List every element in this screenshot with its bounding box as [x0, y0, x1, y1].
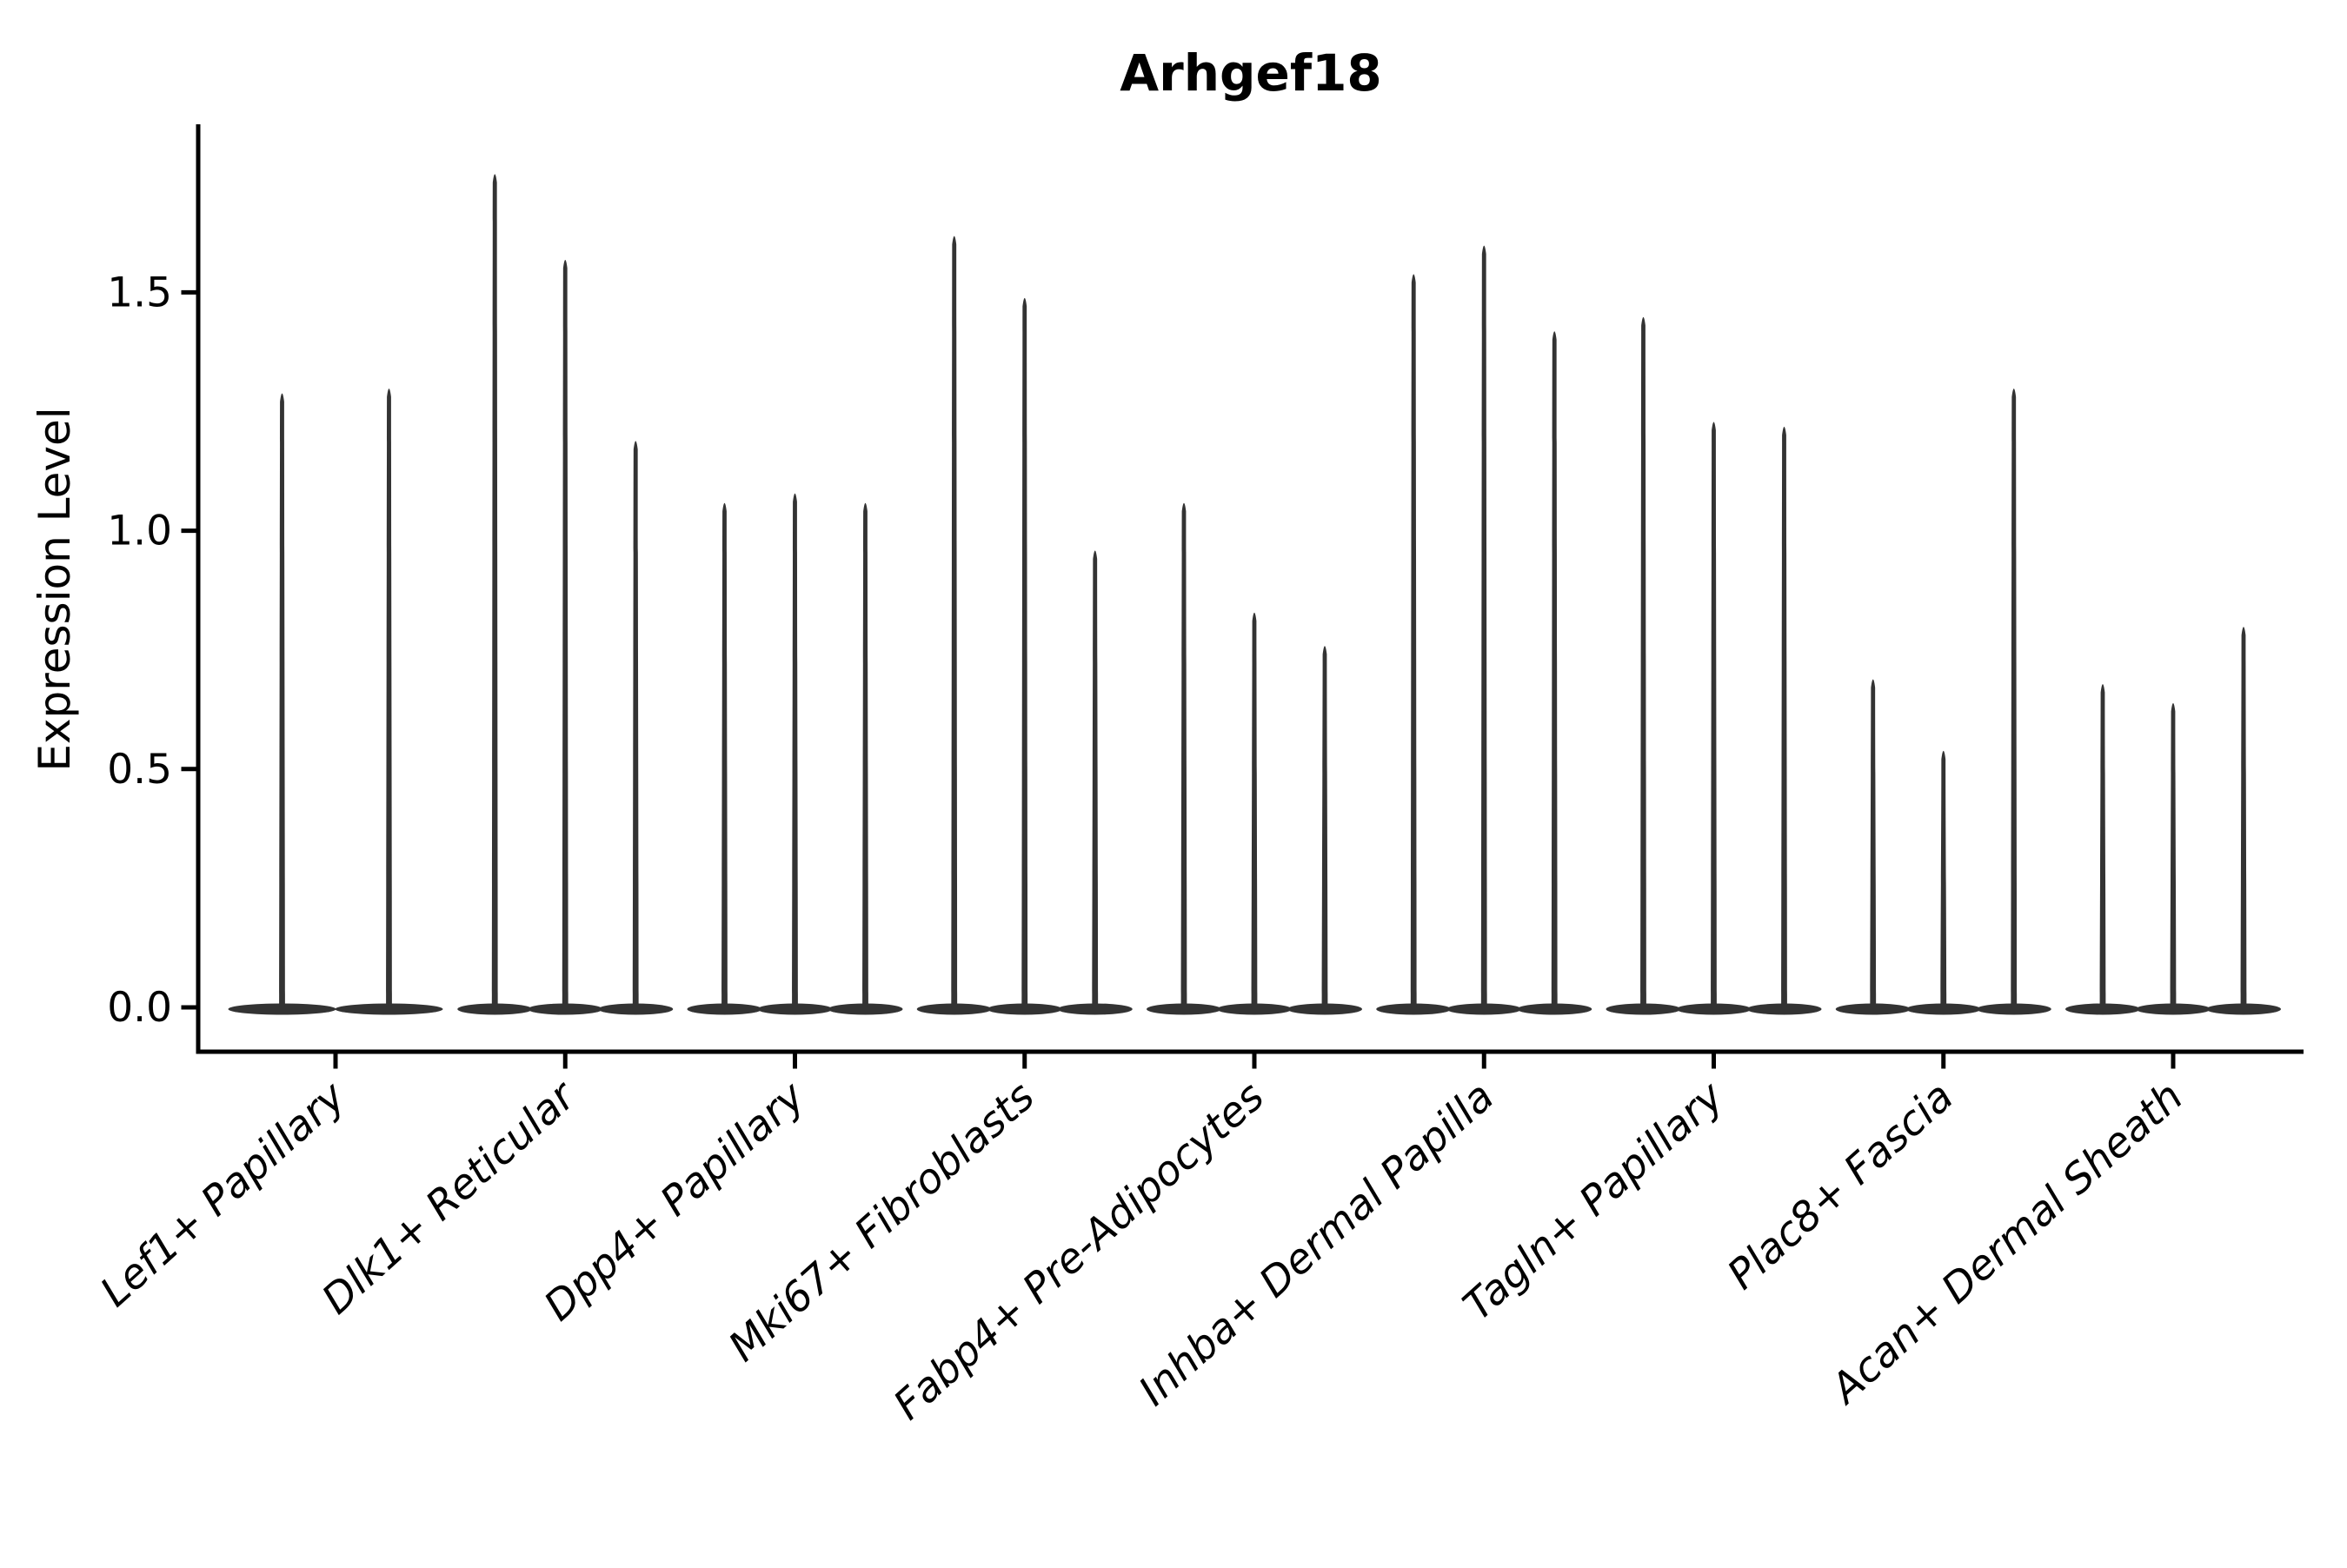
violin-needle — [562, 260, 568, 1007]
violin-base — [1057, 1003, 1133, 1015]
violin-base — [1446, 1003, 1522, 1015]
violin-base — [1376, 1003, 1452, 1015]
violin-needle — [386, 389, 392, 1007]
violin-needle — [491, 174, 498, 1007]
violin-needle — [1781, 426, 1787, 1007]
violin-base — [916, 1003, 992, 1015]
violins-layer — [228, 174, 2281, 1015]
y-axis-ticks: 0.0 0.5 1.0 1.5 — [107, 269, 196, 1032]
violin-needle — [1180, 502, 1187, 1007]
violin-group — [457, 174, 674, 1015]
violin-needle — [951, 236, 958, 1007]
violin-base — [1976, 1003, 2051, 1015]
violin-base — [457, 1003, 533, 1015]
violin-base — [2206, 1003, 2281, 1015]
violin-base — [2065, 1003, 2140, 1015]
x-tick-label: Plac8+ Fascia — [1719, 1073, 1963, 1299]
violin-group — [687, 493, 903, 1015]
violin-base — [1287, 1003, 1362, 1015]
violin-base — [2136, 1003, 2211, 1015]
violin-group — [1147, 502, 1362, 1015]
violin-base — [828, 1003, 903, 1015]
y-tick-label: 0.5 — [107, 746, 172, 794]
violin-needle — [862, 502, 868, 1007]
violin-base — [987, 1003, 1062, 1015]
chart-title: Arhgef18 — [1120, 43, 1382, 103]
violin-base — [528, 1003, 603, 1015]
x-tick-label: Lef1+ Papillary — [91, 1072, 356, 1316]
violin-needle — [2099, 684, 2106, 1007]
x-tick-label: Fabp4+ Pre-Adipocytes — [885, 1073, 1273, 1429]
violin-base — [1217, 1003, 1292, 1015]
violin-base — [1606, 1003, 1681, 1015]
violin-group — [1835, 389, 2051, 1015]
y-tick-label: 1.0 — [107, 508, 172, 555]
y-tick-label: 0.0 — [107, 984, 172, 1032]
violin-needle — [1940, 750, 1947, 1007]
y-axis-label: Expression Level — [30, 407, 80, 771]
violin-base — [335, 1003, 443, 1015]
axes — [196, 124, 2304, 1054]
violin-needle — [792, 493, 798, 1007]
violin-needle — [632, 441, 639, 1007]
violin-base — [1147, 1003, 1221, 1015]
violin-base — [1517, 1003, 1592, 1015]
violin-base — [1676, 1003, 1752, 1015]
violin-base — [1746, 1003, 1822, 1015]
violin-needle — [1480, 245, 1487, 1007]
violin-needle — [2011, 389, 2018, 1007]
violin-group — [2065, 627, 2281, 1015]
violin-needle — [1551, 331, 1558, 1007]
violin-base — [228, 1003, 336, 1015]
violin-needle — [1711, 422, 1717, 1007]
violin-needle — [1321, 646, 1328, 1007]
violin-base — [1835, 1003, 1911, 1015]
violin-needle — [1021, 297, 1028, 1007]
violin-base — [687, 1003, 762, 1015]
violin-needle — [721, 502, 728, 1007]
violin-base — [757, 1003, 833, 1015]
violin-group — [916, 236, 1133, 1015]
violin-needle — [1092, 550, 1099, 1007]
violin-needle — [2170, 703, 2177, 1007]
violin-needle — [1251, 612, 1258, 1007]
violin-needle — [1410, 274, 1417, 1007]
y-tick-label: 1.5 — [107, 269, 172, 316]
violin-group — [1376, 245, 1592, 1015]
violin-needle — [2240, 627, 2247, 1007]
violin-group — [228, 389, 443, 1015]
violin-base — [1905, 1003, 1981, 1015]
violin-needle — [1640, 316, 1646, 1007]
violin-group — [1606, 316, 1822, 1015]
violin-needle — [1870, 679, 1877, 1007]
violin-needle — [279, 393, 285, 1007]
violin-base — [598, 1003, 674, 1015]
